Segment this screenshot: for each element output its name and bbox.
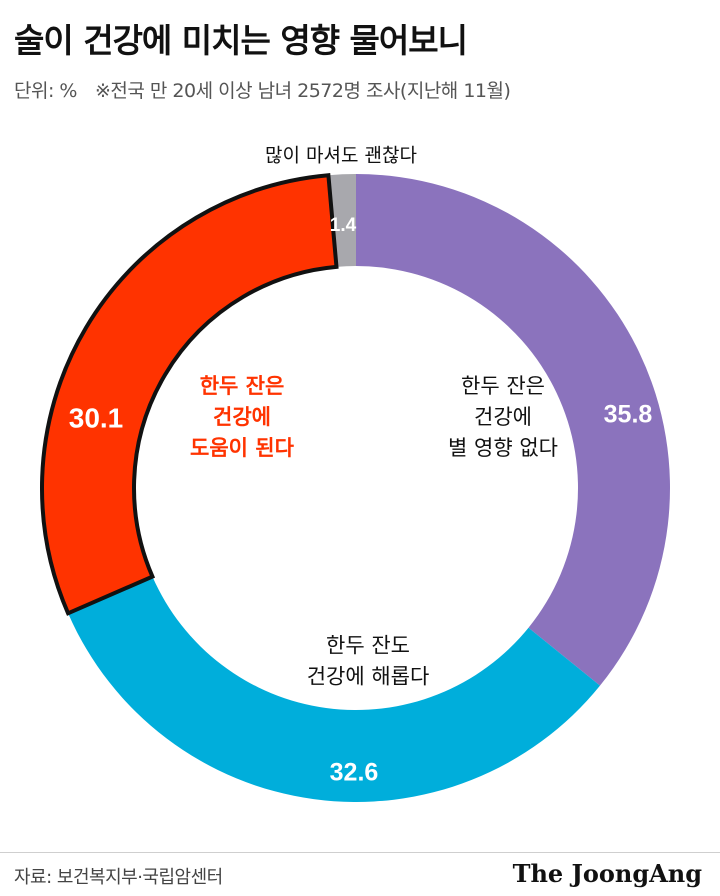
value-label-harmful: 32.6 (330, 759, 379, 787)
value-label-helpful: 30.1 (69, 402, 124, 433)
value-label-no-effect: 35.8 (604, 401, 653, 429)
category-label-ok-drink-much: 많이 마셔도 괜찮다 (265, 145, 417, 167)
brand-logo: The JoongAng (512, 859, 702, 888)
survey-note: ※전국 만 20세 이상 남녀 2572명 조사(지난해 11월) (94, 80, 511, 102)
slice-helpful (40, 173, 339, 616)
category-label-harmful: 한두 잔도 건강에 해롭다 (307, 634, 430, 689)
source-note: 자료: 보건복지부·국립암센터 (14, 867, 223, 888)
slice-no-effect (356, 174, 670, 686)
category-label-no-effect: 한두 잔은 건강에 별 영향 없다 (448, 374, 558, 460)
footer-divider (0, 852, 720, 853)
chart-title: 술이 건강에 미치는 영향 물어보니 (14, 21, 468, 60)
value-label-ok-drink-much: 1.4 (330, 215, 357, 236)
unit-label: 단위: % (14, 80, 77, 102)
chart-subtitle: 단위: % ※전국 만 20세 이상 남녀 2572명 조사(지난해 11월) (14, 76, 511, 103)
category-label-helpful: 한두 잔은 건강에 도움이 된다 (190, 374, 295, 460)
slice-harmful (68, 576, 600, 802)
